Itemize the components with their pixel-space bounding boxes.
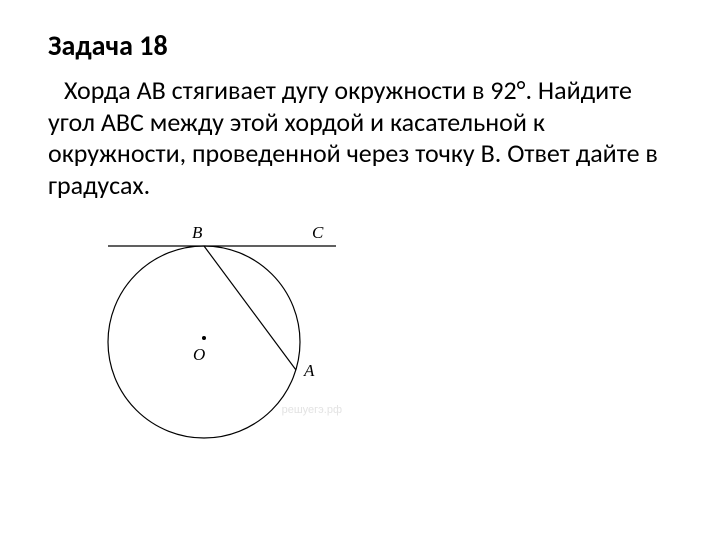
problem-body: Хорда AB стягивает дугу окружности в 92°… (48, 75, 672, 202)
arc-value: 92° (490, 74, 525, 106)
svg-text:A: A (303, 361, 315, 380)
svg-text:B: B (192, 223, 203, 242)
problem-title: Задача 18 (48, 28, 672, 63)
text: стягивает дугу окружности в (166, 74, 491, 106)
svg-text:C: C (312, 223, 324, 242)
svg-text:O: O (193, 345, 205, 364)
var-b: B (481, 137, 495, 169)
var-abc: ABC (101, 106, 144, 138)
watermark-text: решуегэ.рф (282, 404, 342, 416)
var-ab: AB (137, 74, 166, 106)
text: Хорда (64, 74, 137, 106)
slide: Задача 18 Хорда AB стягивает дугу окружн… (0, 0, 720, 540)
geometry-figure: B C A O решуегэ.рф (88, 212, 348, 450)
